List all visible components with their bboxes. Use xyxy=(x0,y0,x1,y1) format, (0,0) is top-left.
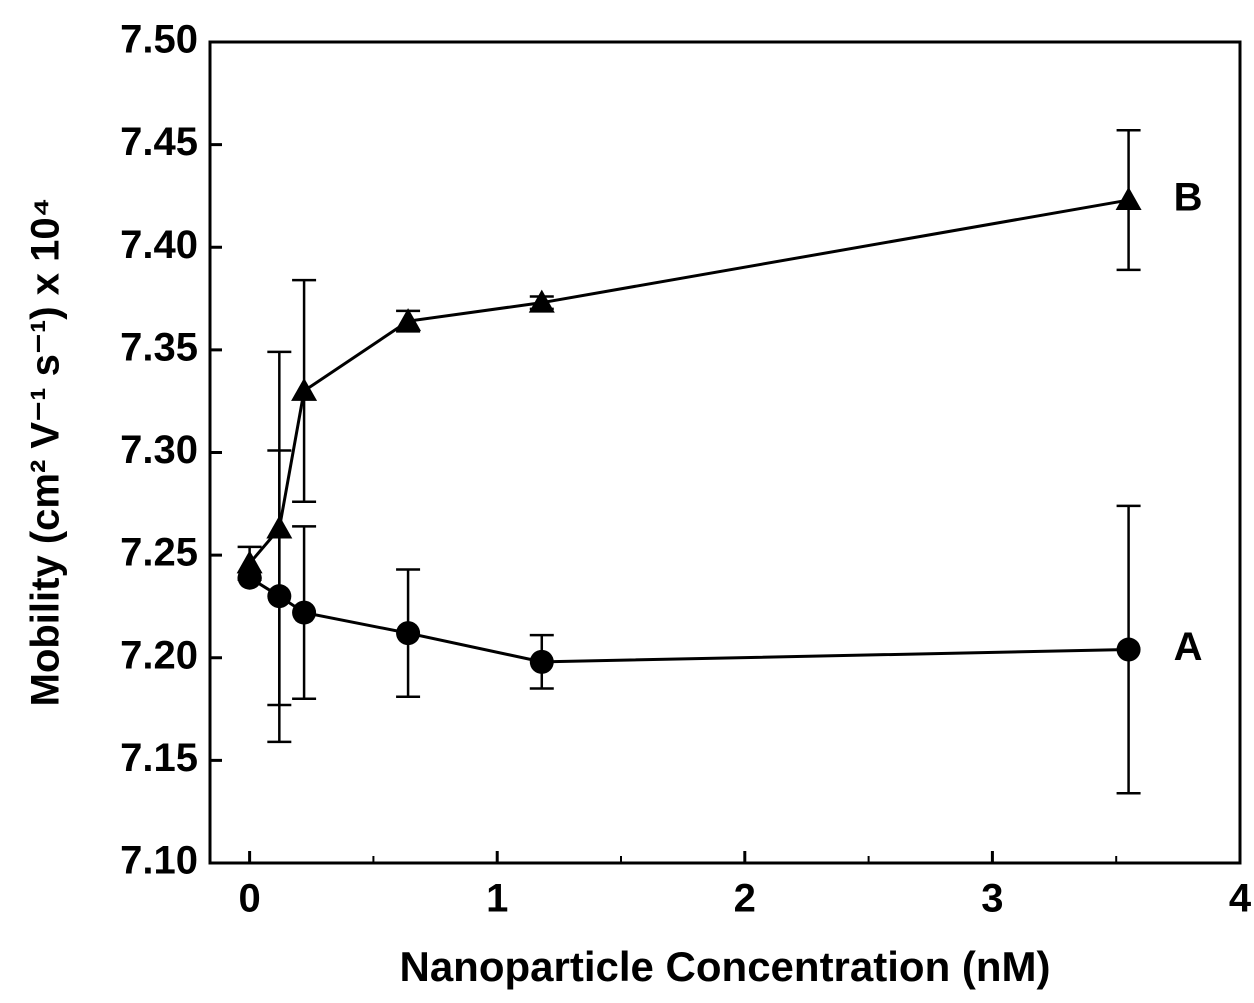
x-tick-label: 1 xyxy=(486,877,508,921)
y-tick-label: 7.30 xyxy=(120,428,198,472)
data-point xyxy=(291,377,318,401)
x-tick-label: 3 xyxy=(981,877,1003,921)
y-tick-label: 7.35 xyxy=(120,325,198,369)
y-tick-label: 7.25 xyxy=(120,531,198,575)
x-tick-label: 4 xyxy=(1229,877,1252,921)
series-label: B xyxy=(1174,176,1203,220)
y-tick-label: 7.50 xyxy=(120,18,198,62)
y-tick-label: 7.15 xyxy=(120,736,198,780)
data-point xyxy=(237,565,262,590)
data-point xyxy=(1116,637,1141,662)
data-point xyxy=(1115,187,1142,211)
data-point xyxy=(292,600,317,625)
plot-frame xyxy=(208,40,1242,865)
series-line xyxy=(248,576,1129,664)
x-tick-label: 2 xyxy=(734,877,756,921)
series-label: A xyxy=(1174,625,1203,669)
data-point xyxy=(267,584,292,609)
data-point xyxy=(396,621,421,646)
y-axis-label: Mobility (cm² V⁻¹ s⁻¹) x 10⁴ xyxy=(24,198,68,707)
x-tick-label: 0 xyxy=(238,877,260,921)
data-point xyxy=(529,649,554,674)
data-point xyxy=(236,550,263,574)
data-point xyxy=(395,308,422,332)
y-tick-label: 7.45 xyxy=(120,120,198,164)
data-point xyxy=(528,289,555,313)
y-tick-label: 7.40 xyxy=(120,223,198,267)
y-tick-label: 7.20 xyxy=(120,633,198,677)
y-tick-label: 7.10 xyxy=(120,839,198,883)
x-axis-label: Nanoparticle Concentration (nM) xyxy=(399,943,1050,990)
series-line xyxy=(248,198,1129,565)
